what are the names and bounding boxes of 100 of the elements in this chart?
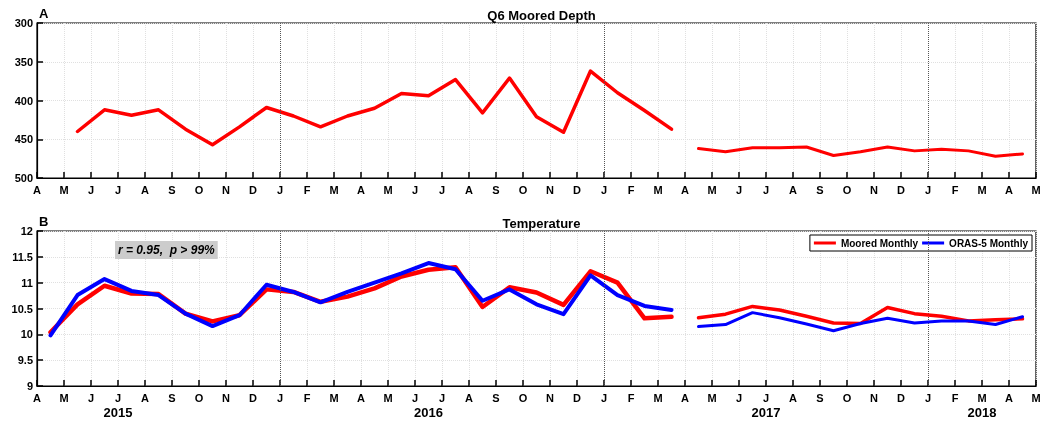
legend-label: Moored Monthly bbox=[840, 237, 919, 249]
x-tick-label: F bbox=[627, 183, 635, 196]
x-tick-label: A bbox=[1005, 183, 1014, 196]
x-tick-label: D bbox=[249, 183, 258, 196]
x-tick-label: A bbox=[33, 391, 42, 404]
x-tick-label: O bbox=[842, 183, 852, 196]
x-tick-label: M bbox=[383, 391, 393, 404]
x-tick-label: J bbox=[762, 391, 770, 404]
x-tick-label: A bbox=[681, 183, 690, 196]
x-tick-label: S bbox=[492, 183, 500, 196]
x-tick-label: N bbox=[546, 391, 555, 404]
y-tick-label: 11 bbox=[21, 276, 33, 289]
x-tick-label: S bbox=[816, 391, 824, 404]
text: B bbox=[39, 214, 49, 229]
x-tick-label: F bbox=[303, 183, 311, 196]
x-tick-label: A bbox=[1005, 391, 1014, 404]
y-tick-label: 10.5 bbox=[11, 302, 33, 315]
x-tick-label: J bbox=[438, 183, 446, 196]
x-tick-label: A bbox=[141, 391, 150, 404]
x-tick-label: D bbox=[249, 391, 258, 404]
x-tick-label: F bbox=[303, 391, 311, 404]
x-tick-label: S bbox=[816, 183, 824, 196]
x-tick-label: M bbox=[707, 183, 717, 196]
x-tick-label: A bbox=[357, 183, 366, 196]
y-tick-label: 11.5 bbox=[12, 250, 33, 263]
x-tick-label: J bbox=[276, 183, 284, 196]
x-tick-label: M bbox=[1031, 391, 1041, 404]
x-tick-label: J bbox=[600, 183, 608, 196]
x-tick-label: O bbox=[842, 391, 852, 404]
x-tick-label: J bbox=[87, 183, 95, 196]
x-tick-label: A bbox=[33, 183, 42, 196]
x-tick-label: A bbox=[141, 183, 150, 196]
x-tick-label: N bbox=[222, 183, 231, 196]
x-tick-label: D bbox=[897, 391, 906, 404]
y-tick-label: 12 bbox=[20, 225, 33, 237]
x-tick-label: M bbox=[977, 183, 987, 196]
x-tick-label: A bbox=[465, 183, 474, 196]
legend-label: ORAS-5 Monthly bbox=[949, 237, 1029, 249]
text: A bbox=[39, 6, 49, 21]
annotation: r = 0.95, p > 99% bbox=[118, 243, 216, 257]
text: 2015 bbox=[103, 405, 133, 420]
x-tick-label: M bbox=[653, 183, 663, 196]
x-tick-label: N bbox=[870, 183, 879, 196]
x-tick-label: D bbox=[897, 183, 906, 196]
y-tick-label: 450 bbox=[14, 133, 33, 146]
line-series bbox=[697, 311, 1024, 333]
x-tick-label: J bbox=[735, 391, 743, 404]
x-tick-label: M bbox=[383, 183, 393, 196]
x-tick-label: J bbox=[411, 391, 419, 404]
y-tick-label: 400 bbox=[14, 94, 33, 107]
chart-title: Q6 Moored Depth bbox=[487, 8, 596, 23]
x-tick-label: A bbox=[789, 183, 798, 196]
text: 2016 bbox=[414, 405, 443, 420]
x-tick-label: M bbox=[329, 391, 339, 404]
y-tick-label: 300 bbox=[14, 17, 33, 29]
y-tick-label: 500 bbox=[14, 172, 33, 184]
x-tick-label: S bbox=[168, 391, 176, 404]
x-tick-label: F bbox=[951, 183, 959, 196]
y-tick-label: 350 bbox=[14, 55, 33, 68]
x-tick-label: N bbox=[870, 391, 879, 404]
x-tick-label: O bbox=[194, 391, 204, 404]
y-tick-label: 9.5 bbox=[17, 354, 33, 367]
x-tick-label: J bbox=[735, 183, 743, 196]
x-tick-label: M bbox=[59, 391, 69, 404]
x-tick-label: D bbox=[573, 183, 582, 196]
x-tick-label: J bbox=[924, 183, 932, 196]
x-tick-label: O bbox=[194, 183, 204, 196]
line-series bbox=[697, 145, 1024, 158]
x-tick-label: J bbox=[438, 391, 446, 404]
x-tick-label: A bbox=[357, 391, 366, 404]
x-tick-label: O bbox=[518, 391, 528, 404]
x-tick-label: M bbox=[977, 391, 987, 404]
x-tick-label: F bbox=[951, 391, 959, 404]
x-tick-label: A bbox=[789, 391, 798, 404]
x-tick-label: M bbox=[707, 391, 717, 404]
x-tick-label: D bbox=[573, 391, 582, 404]
text: 2018 bbox=[967, 405, 997, 420]
x-tick-label: A bbox=[681, 391, 690, 404]
x-tick-label: M bbox=[329, 183, 339, 196]
x-tick-label: J bbox=[411, 183, 419, 196]
x-tick-label: J bbox=[87, 391, 95, 404]
y-tick-label: 10 bbox=[20, 328, 33, 341]
x-tick-label: S bbox=[168, 183, 176, 196]
x-tick-label: J bbox=[276, 391, 284, 404]
x-tick-label: J bbox=[600, 391, 608, 404]
x-tick-label: O bbox=[518, 183, 528, 196]
x-tick-label: M bbox=[59, 183, 69, 196]
x-tick-label: A bbox=[465, 391, 474, 404]
x-tick-label: M bbox=[1031, 183, 1041, 196]
x-tick-label: M bbox=[653, 391, 663, 404]
x-tick-label: N bbox=[546, 183, 555, 196]
x-tick-label: S bbox=[492, 391, 500, 404]
line-series bbox=[75, 69, 674, 147]
x-tick-label: J bbox=[924, 391, 932, 404]
chart-title: Temperature bbox=[502, 216, 581, 231]
x-tick-label: J bbox=[114, 391, 122, 404]
x-tick-label: J bbox=[762, 183, 770, 196]
x-tick-label: N bbox=[222, 391, 231, 404]
text: 2017 bbox=[751, 405, 781, 420]
x-tick-label: J bbox=[114, 183, 122, 196]
